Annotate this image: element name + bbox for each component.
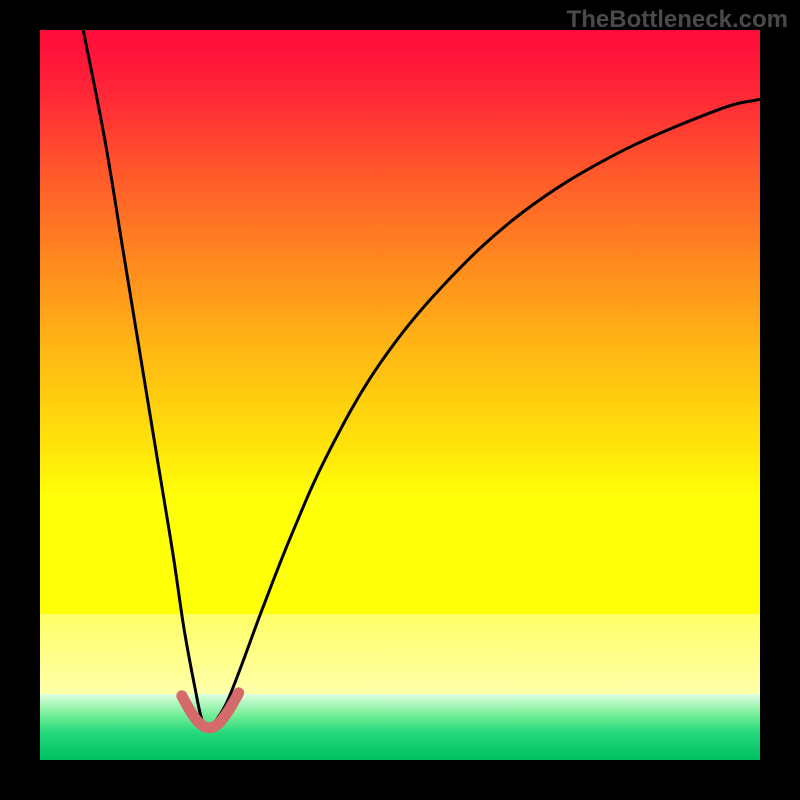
gradient-green-band	[40, 694, 760, 760]
gradient-pale-yellow-band	[40, 614, 760, 694]
watermark-text: TheBottleneck.com	[567, 6, 788, 34]
chart-plot-area	[40, 30, 760, 760]
gradient-red-yellow	[40, 30, 760, 614]
heatmap-background	[40, 30, 760, 760]
